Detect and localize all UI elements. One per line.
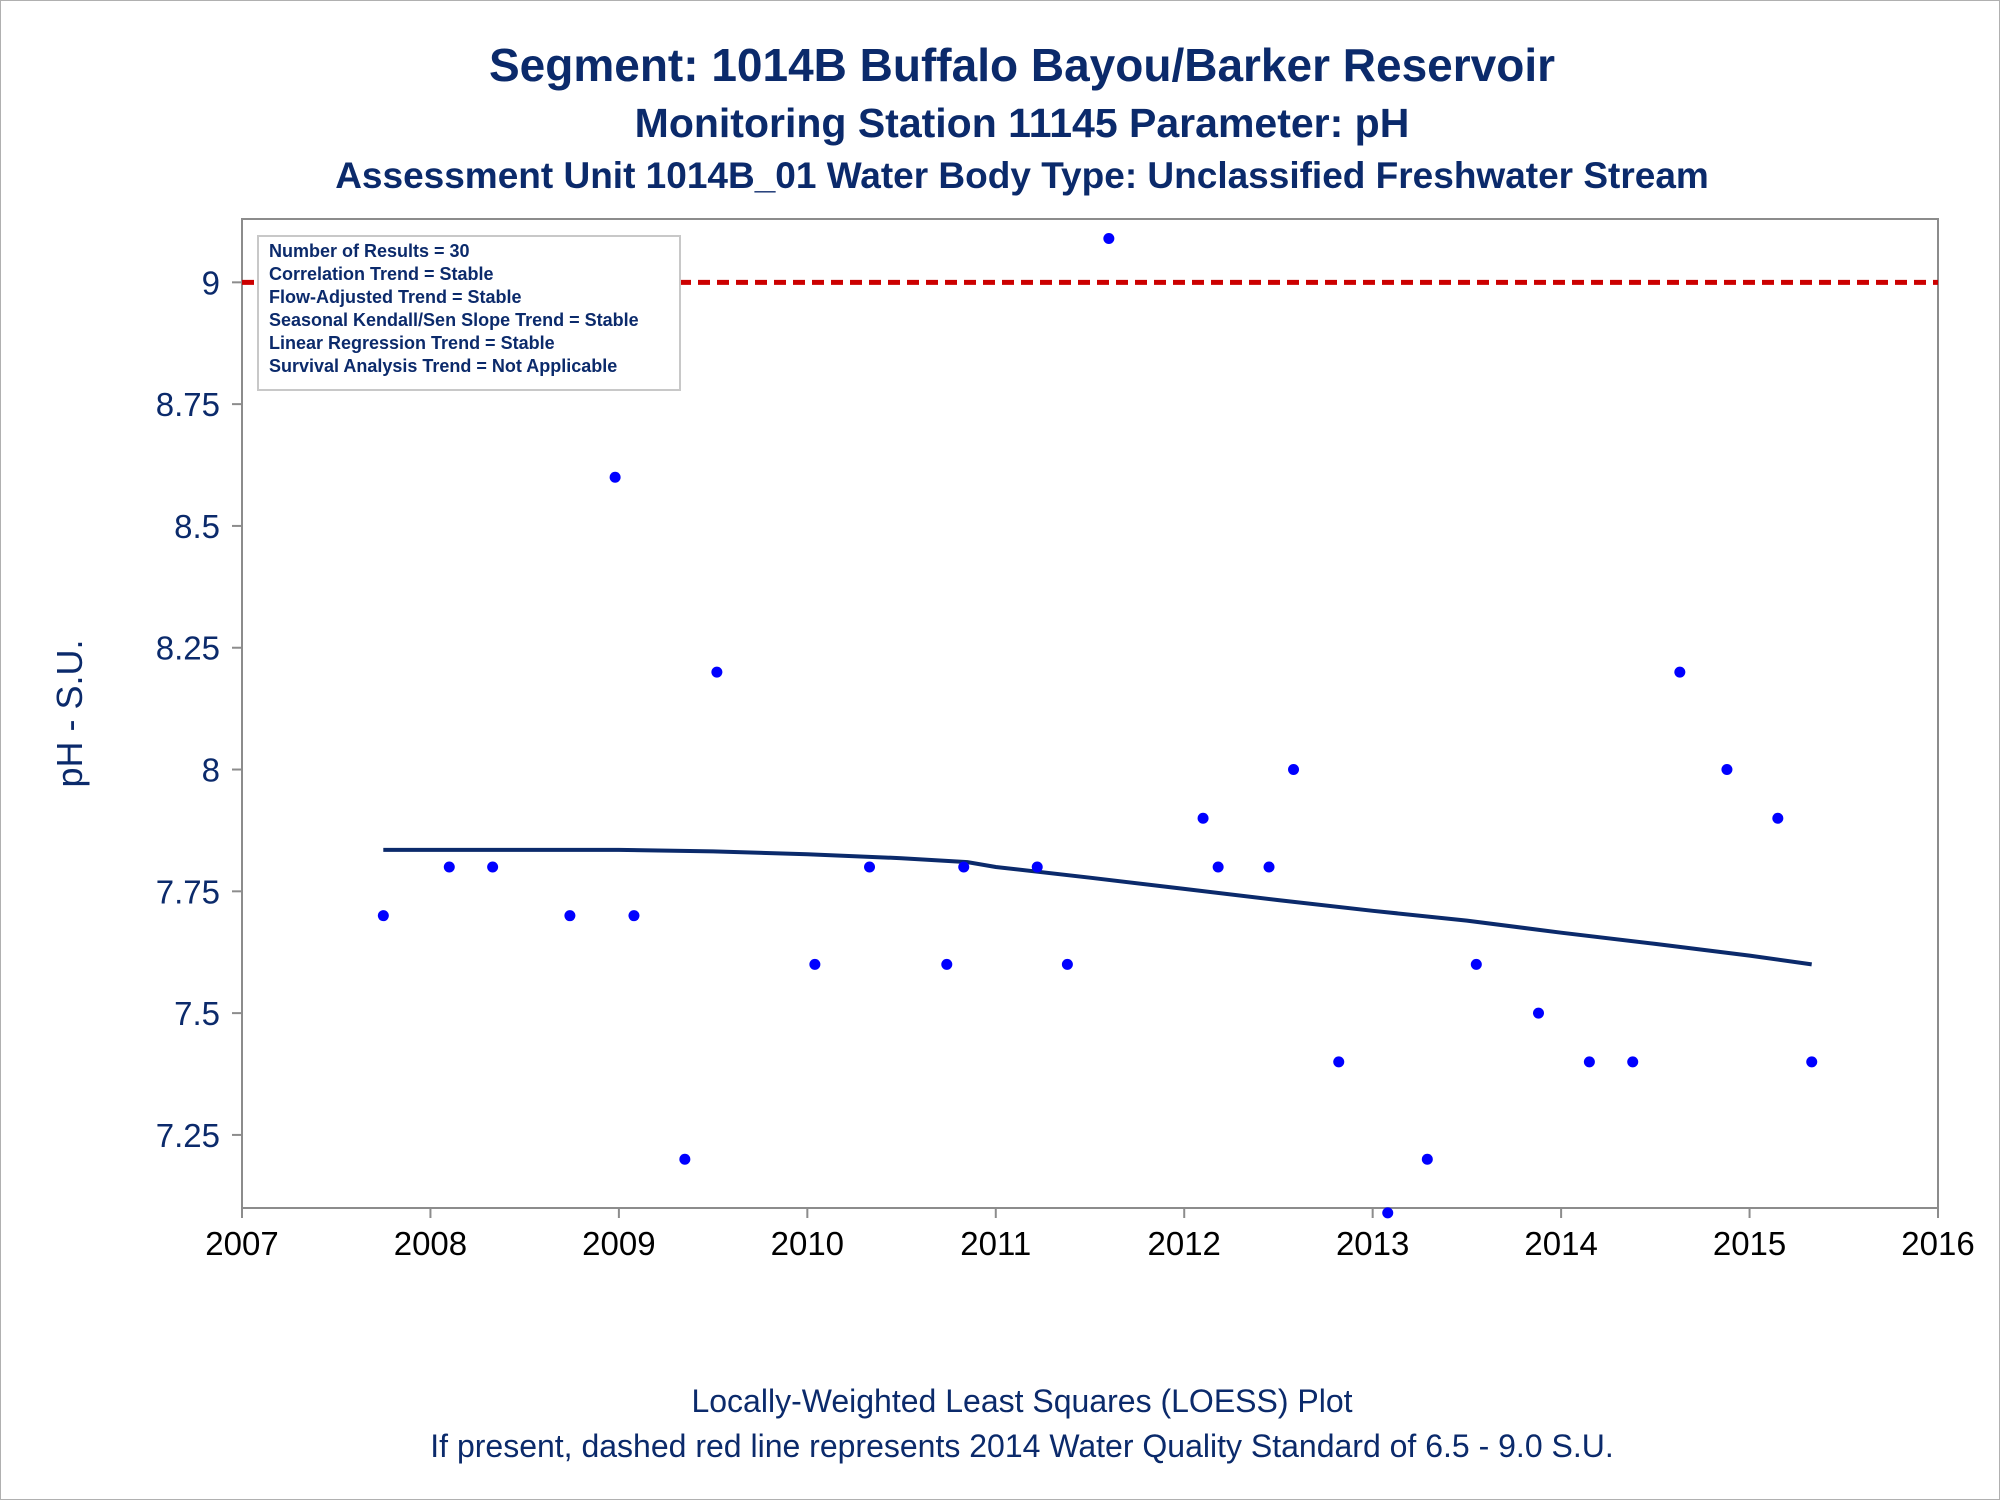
data-point <box>1288 764 1300 776</box>
data-point <box>1721 764 1733 776</box>
stats-box-line: Correlation Trend = Stable <box>269 264 494 284</box>
x-tick-label: 2009 <box>582 1225 655 1262</box>
y-tick-label: 7.25 <box>156 1117 220 1154</box>
y-tick-label: 7.5 <box>174 995 220 1032</box>
data-point <box>1627 1056 1639 1068</box>
data-point <box>377 910 389 922</box>
chart-subtitle: Monitoring Station 11145 Parameter: pH <box>634 100 1410 146</box>
data-point <box>1772 812 1784 824</box>
y-tick-label: 8.25 <box>156 630 220 667</box>
y-axis-label: pH - S.U. <box>49 639 90 787</box>
data-point <box>809 958 821 970</box>
x-tick-label: 2007 <box>205 1225 278 1262</box>
x-tick-label: 2010 <box>771 1225 844 1262</box>
chart-title: Segment: 1014B Buffalo Bayou/Barker Rese… <box>488 39 1556 91</box>
data-point <box>958 861 970 873</box>
data-point <box>1421 1153 1433 1165</box>
loess-curve <box>383 847 1812 967</box>
data-point <box>628 910 640 922</box>
data-point <box>487 861 499 873</box>
data-point <box>711 666 723 678</box>
x-tick-label: 2014 <box>1524 1225 1597 1262</box>
x-tick-label: 2016 <box>1901 1225 1974 1262</box>
data-point <box>443 861 455 873</box>
x-tick-label: 2012 <box>1148 1225 1221 1262</box>
data-point <box>1061 958 1073 970</box>
y-tick-label: 8.5 <box>174 508 220 545</box>
data-point <box>564 910 576 922</box>
x-tick-label: 2013 <box>1336 1225 1409 1262</box>
plot-area-frame <box>241 218 1939 1209</box>
stats-box-line: Seasonal Kendall/Sen Slope Trend = Stabl… <box>269 310 639 330</box>
data-point <box>1532 1007 1544 1019</box>
data-point <box>1263 861 1275 873</box>
data-point <box>1806 1056 1818 1068</box>
data-point <box>1674 666 1686 678</box>
data-point <box>941 958 953 970</box>
footnote-method: Locally-Weighted Least Squares (LOESS) P… <box>691 1383 1353 1419</box>
data-point <box>1583 1056 1595 1068</box>
data-point <box>1382 1207 1394 1219</box>
data-point <box>609 471 621 483</box>
y-tick-label: 8.75 <box>156 386 220 423</box>
data-point <box>1470 958 1482 970</box>
y-tick-label: 8 <box>202 752 220 789</box>
stats-box-line: Number of Results = 30 <box>269 241 470 261</box>
stats-box-line: Survival Analysis Trend = Not Applicable <box>269 356 617 376</box>
data-point <box>679 1153 691 1165</box>
y-tick-label: 7.75 <box>156 873 220 910</box>
chart-subtitle-2: Assessment Unit 1014B_01 Water Body Type… <box>335 155 1709 196</box>
x-tick-label: 2015 <box>1713 1225 1786 1262</box>
stats-box-line: Linear Regression Trend = Stable <box>269 333 555 353</box>
data-point <box>1197 812 1209 824</box>
stats-box-line: Flow-Adjusted Trend = Stable <box>269 287 522 307</box>
footnote-standard: If present, dashed red line represents 2… <box>430 1428 1614 1464</box>
data-point <box>1212 861 1224 873</box>
stats-box <box>257 235 681 391</box>
data-point <box>1031 861 1043 873</box>
data-point <box>1333 1056 1345 1068</box>
x-tick-label: 2011 <box>960 1225 1031 1262</box>
x-tick-label: 2008 <box>394 1225 467 1262</box>
y-tick-label: 9 <box>202 264 220 301</box>
data-point <box>1103 232 1115 244</box>
data-point <box>864 861 876 873</box>
